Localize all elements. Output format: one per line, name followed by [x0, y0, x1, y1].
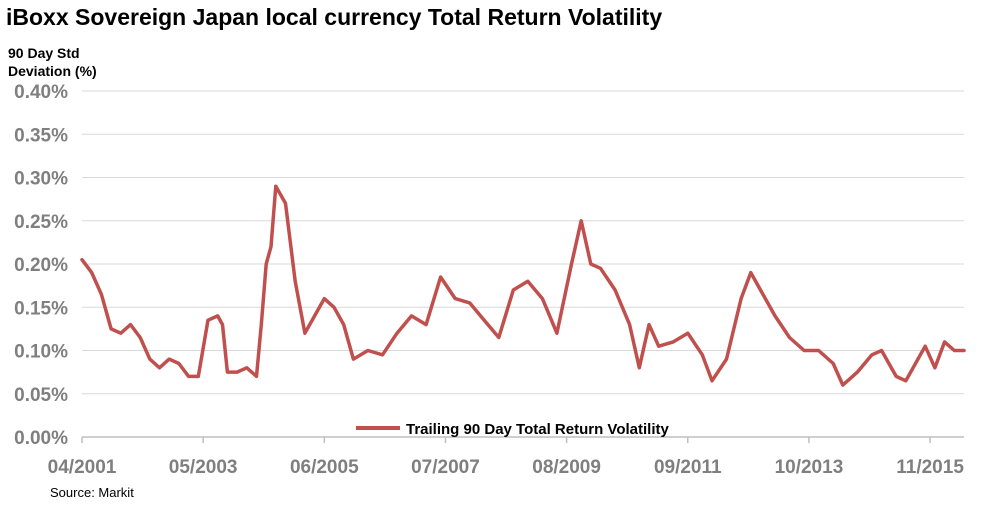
x-tick-label: 07/2007 [411, 457, 480, 478]
y-tick-label: 0.25% [14, 212, 68, 233]
x-tick-label: 09/2011 [654, 457, 722, 478]
y-tick-label: 0.10% [14, 342, 68, 363]
legend-label: Trailing 90 Day Total Return Volatility [406, 421, 669, 438]
y-tick-label: 0.00% [14, 428, 68, 449]
series-line [80, 184, 966, 387]
y-tick-label: 0.30% [14, 169, 68, 190]
x-tick-label: 11/2015 [896, 457, 964, 478]
series-lines [80, 184, 966, 387]
x-tick-labels: 04/2001 05/2003 06/2005 07/2007 08/2009 09/20… [48, 457, 965, 478]
x-axis [81, 436, 964, 443]
y-tick-labels: 0.00% 0.05% 0.10% 0.15% 0.20% 0.25% 0.30% 0.35%… [14, 82, 68, 449]
x-tick-label: 05/2003 [169, 457, 238, 478]
y-tick-label: 0.15% [14, 298, 68, 319]
x-tick-label: 06/2005 [290, 457, 359, 478]
legend: Trailing 90 Day Total Return Volatility [356, 421, 669, 438]
y-tick-label: 0.40% [14, 82, 68, 103]
y-tick-label: 0.35% [14, 125, 68, 146]
x-tick-label: 08/2009 [532, 457, 601, 478]
gridlines [82, 90, 964, 438]
source-note: Source: Markit [50, 485, 134, 500]
chart-title: iBoxx Sovereign Japan local currency Tot… [6, 4, 663, 30]
y-tick-label: 0.20% [14, 255, 68, 276]
y-axis-label: 90 Day Std Deviation (%) [8, 45, 97, 79]
x-tick-label: 04/2001 [48, 457, 117, 478]
y-tick-label: 0.05% [14, 385, 68, 406]
x-tick-label: 10/2013 [775, 457, 844, 478]
